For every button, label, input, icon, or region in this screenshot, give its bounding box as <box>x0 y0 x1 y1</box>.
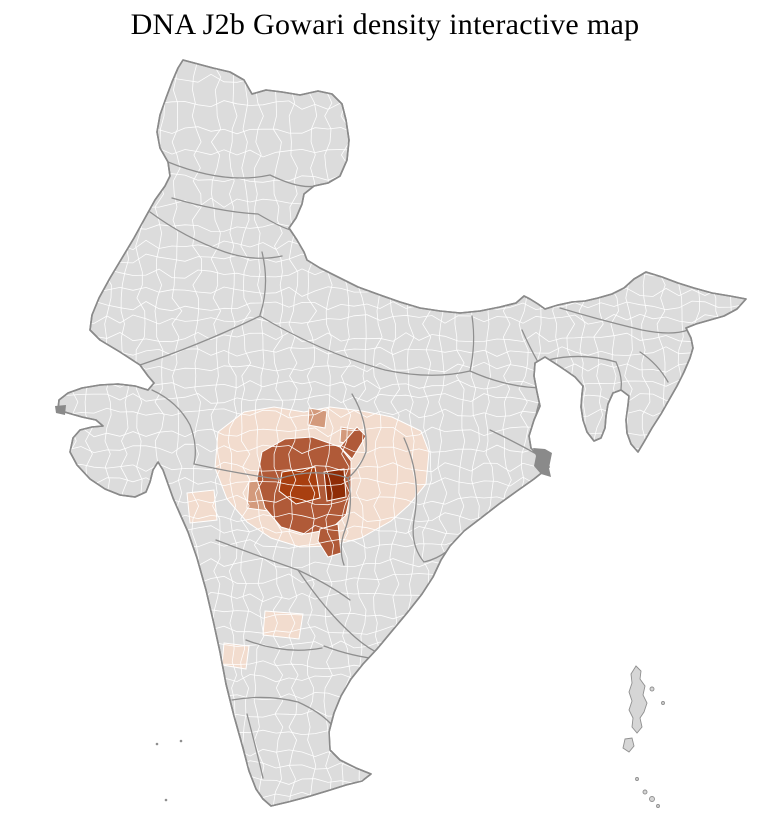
nicobar-islet-3 <box>649 796 655 802</box>
density-region-low-south-2[interactable] <box>221 642 250 670</box>
map-title: DNA J2b Gowari density interactive map <box>130 8 640 41</box>
andaman-nicobar-islands[interactable] <box>622 665 665 808</box>
nicobar-islet-2 <box>642 789 648 795</box>
sundarbans-delta <box>533 448 552 477</box>
andaman-islet-1 <box>649 686 655 692</box>
andaman-main-island[interactable] <box>628 665 648 734</box>
lakshadweep-islands <box>155 739 183 802</box>
delta-patches <box>55 405 552 477</box>
lakshadweep-islet-1 <box>155 742 159 746</box>
state-borders <box>139 161 689 779</box>
nicobar-islet-4 <box>656 804 660 808</box>
density-region-medium-2[interactable] <box>307 407 328 429</box>
kutch-west-marsh <box>55 405 66 415</box>
little-andaman-island[interactable] <box>622 737 635 753</box>
density-region-low-south-1[interactable] <box>262 610 304 640</box>
density-region-high-south-spur[interactable] <box>317 523 342 558</box>
andaman-islet-2 <box>661 701 665 705</box>
lakshadweep-islet-3 <box>164 798 168 802</box>
nicobar-islet-1 <box>635 777 639 781</box>
lakshadweep-islet-2 <box>179 739 183 743</box>
